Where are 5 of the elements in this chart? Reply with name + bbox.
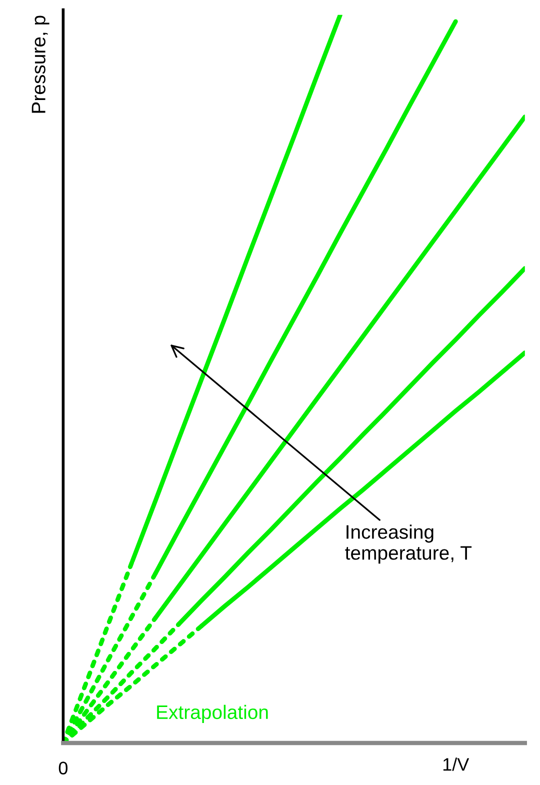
y-axis-title: Pressure, p [32,16,50,113]
x-axis-title: 1/V [443,758,470,771]
annotation: Increasing temperature, T [345,524,472,564]
annotation: Extrapolation [157,704,268,723]
text: 0 [58,762,68,774]
